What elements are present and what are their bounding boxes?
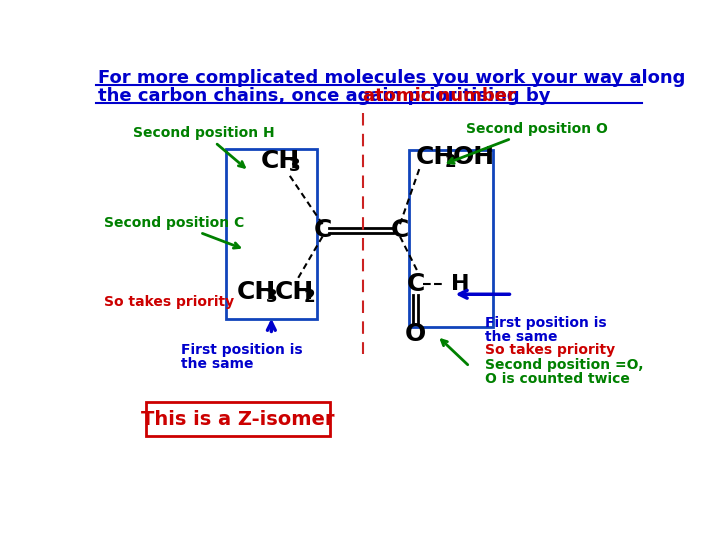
- Text: 3: 3: [266, 288, 277, 306]
- Text: CH: CH: [274, 280, 314, 304]
- Text: C: C: [391, 218, 409, 242]
- Bar: [145, 402, 330, 436]
- Text: Second position C: Second position C: [104, 215, 244, 248]
- Text: First position is: First position is: [181, 343, 303, 357]
- Text: CH: CH: [261, 149, 300, 173]
- Text: the same: the same: [485, 329, 558, 343]
- Text: So takes priority: So takes priority: [104, 295, 234, 309]
- Text: 3: 3: [289, 157, 301, 174]
- Text: 2: 2: [304, 288, 315, 306]
- Bar: [409, 150, 493, 327]
- Text: Second position H: Second position H: [132, 126, 274, 167]
- Text: For more complicated molecules you work your way along: For more complicated molecules you work …: [98, 69, 685, 86]
- Text: C: C: [406, 272, 425, 296]
- Text: the carbon chains, once again prioritising by: the carbon chains, once again prioritisi…: [98, 87, 557, 105]
- Text: CH: CH: [238, 280, 276, 304]
- Text: Second position =O,: Second position =O,: [485, 358, 644, 372]
- Text: O: O: [405, 322, 426, 346]
- Text: So takes priority: So takes priority: [485, 343, 616, 357]
- Text: the same: the same: [181, 356, 254, 370]
- Text: 2: 2: [444, 153, 456, 171]
- Text: Second position O: Second position O: [448, 122, 608, 164]
- Text: This is a Z-isomer: This is a Z-isomer: [141, 410, 335, 429]
- Text: First position is: First position is: [485, 316, 607, 330]
- Text: O is counted twice: O is counted twice: [485, 372, 630, 386]
- Text: H: H: [451, 274, 469, 294]
- Text: CH: CH: [415, 145, 455, 169]
- Text: C: C: [313, 218, 332, 242]
- Bar: [225, 150, 317, 319]
- Text: atomic number: atomic number: [364, 87, 516, 105]
- Text: OH: OH: [453, 145, 495, 169]
